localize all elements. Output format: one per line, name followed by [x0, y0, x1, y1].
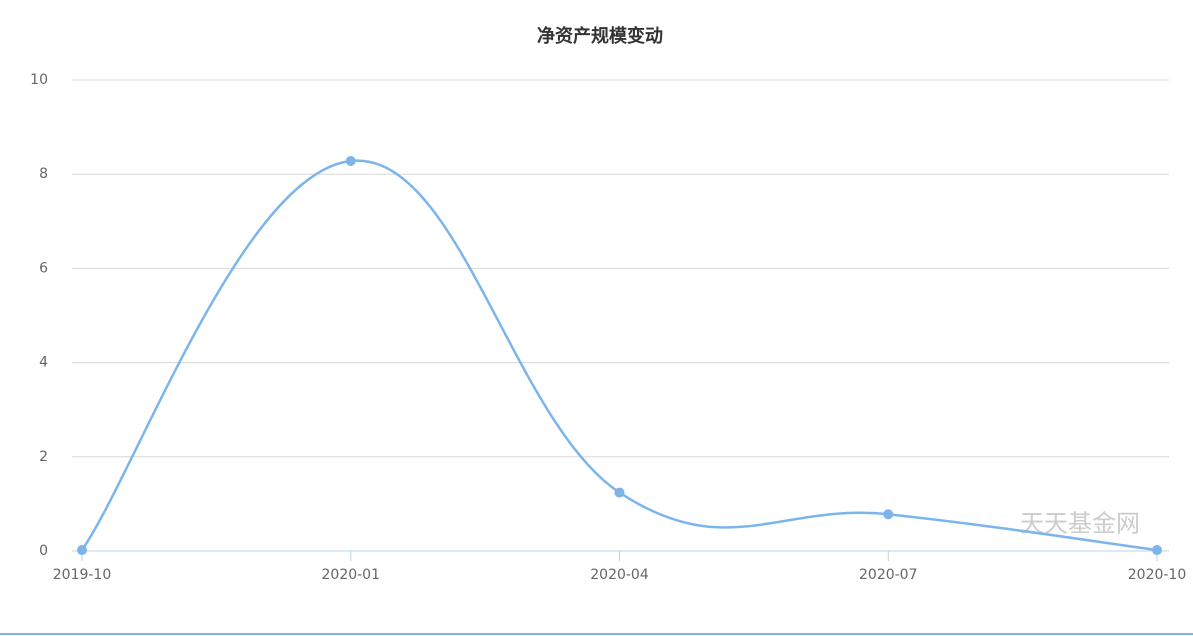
y-tick-label: 8	[39, 166, 48, 182]
x-tick-label: 2020-10	[1128, 567, 1187, 583]
y-tick-label: 6	[39, 260, 48, 276]
y-tick-label: 4	[39, 355, 48, 371]
series-line	[80, 159, 1158, 552]
y-tick-label: 0	[39, 543, 48, 559]
y-tick-label: 10	[30, 72, 48, 88]
x-tick-label: 2019-10	[53, 567, 112, 583]
point	[1152, 545, 1162, 556]
x-tick-label: 2020-01	[322, 567, 381, 583]
point	[883, 509, 894, 520]
x-tick-label: 2020-07	[859, 567, 918, 583]
chart-title: 净资产规模变动	[537, 25, 663, 47]
y-tick-label: 2	[39, 449, 48, 465]
point	[345, 156, 356, 167]
x-tick-label: 2020-04	[590, 567, 649, 583]
point	[77, 545, 87, 556]
point	[614, 487, 625, 498]
